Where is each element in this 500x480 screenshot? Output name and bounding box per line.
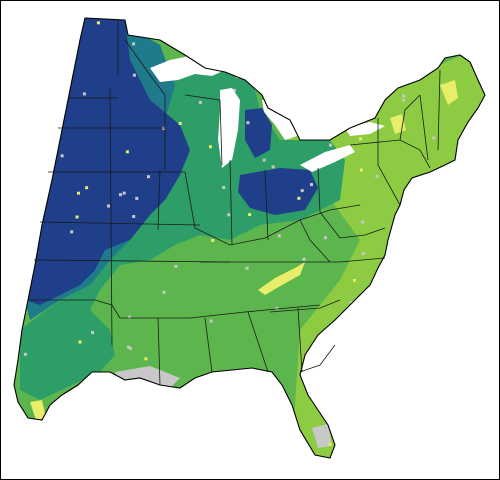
raster-speckle bbox=[178, 122, 182, 125]
border-vertical-west-2 bbox=[157, 95, 166, 231]
raster-speckle bbox=[162, 290, 166, 294]
raster-speckle bbox=[132, 215, 136, 218]
raster-speckle bbox=[232, 88, 236, 92]
raster-speckle bbox=[70, 230, 74, 234]
border-texas-oklahoma bbox=[30, 299, 121, 319]
raster-speckle bbox=[128, 346, 132, 350]
raster-speckle bbox=[222, 186, 226, 189]
raster-speckle bbox=[227, 213, 231, 217]
raster-speckle bbox=[275, 307, 279, 310]
border-appalachia bbox=[299, 211, 386, 263]
raster-speckle bbox=[211, 239, 215, 242]
raster-speckle bbox=[359, 168, 363, 172]
border-carolinas-ga bbox=[269, 299, 341, 373]
border-vertical-west-1 bbox=[109, 20, 119, 346]
raster-speckle bbox=[127, 345, 131, 349]
raster-speckle bbox=[359, 137, 363, 141]
raster-speckle bbox=[432, 136, 436, 140]
raster-speckle bbox=[277, 234, 281, 238]
raster-speckle bbox=[402, 94, 406, 98]
raster-speckle bbox=[198, 100, 202, 104]
raster-speckle bbox=[119, 193, 122, 197]
raster-speckle bbox=[132, 73, 136, 77]
raster-speckle bbox=[209, 319, 213, 323]
zone-low-texas bbox=[30, 400, 46, 420]
zone-low-maine bbox=[440, 80, 458, 105]
zone-very-high bbox=[25, 18, 190, 305]
border-horizontal-plains bbox=[33, 97, 231, 263]
zone-very-high-michigan bbox=[245, 108, 272, 158]
raster-speckle bbox=[310, 183, 313, 187]
raster-speckle bbox=[246, 121, 250, 125]
raster-speckle bbox=[248, 213, 252, 217]
raster-speckle bbox=[262, 158, 266, 162]
state-borders bbox=[30, 20, 441, 386]
raster-speckle bbox=[91, 331, 94, 335]
raster-speckle bbox=[349, 301, 353, 305]
raster-speckle bbox=[135, 196, 139, 200]
border-northeast bbox=[349, 69, 441, 206]
raster-speckle bbox=[328, 442, 332, 446]
raster-speckle bbox=[324, 236, 327, 240]
raster-speckle bbox=[401, 98, 405, 102]
raster-speckle bbox=[85, 186, 89, 190]
raster-speckle bbox=[77, 191, 80, 195]
raster-speckle bbox=[144, 357, 148, 361]
raster-speckle bbox=[375, 174, 379, 178]
raster-speckle bbox=[147, 175, 150, 179]
zone-no-data-gulf bbox=[115, 366, 180, 388]
raster-speckle bbox=[245, 266, 249, 270]
zone-no-data-florida bbox=[312, 424, 332, 448]
raster-speckle bbox=[329, 143, 333, 147]
raster-speckle bbox=[209, 145, 212, 149]
raster-speckle bbox=[75, 215, 79, 219]
raster-speckle bbox=[23, 352, 27, 356]
coastline-outline bbox=[13, 17, 486, 459]
border-tn-nc bbox=[200, 257, 386, 263]
raster-speckle bbox=[122, 191, 126, 195]
zone-low-tennessee bbox=[258, 262, 305, 295]
raster-speckle bbox=[361, 220, 365, 224]
zone-very-high-ohio bbox=[238, 168, 318, 215]
border-ohio-river bbox=[194, 204, 361, 246]
raster-speckle bbox=[297, 196, 301, 200]
raster-speckle bbox=[96, 21, 100, 25]
border-wisconsin-minnesota bbox=[124, 39, 223, 166]
raster-speckle bbox=[128, 315, 132, 319]
raster-speckle bbox=[174, 264, 178, 268]
raster-speckle bbox=[353, 278, 356, 282]
raster-speckle bbox=[271, 165, 275, 169]
raster-speckle bbox=[132, 42, 136, 46]
raster-speckle bbox=[361, 252, 365, 255]
raster-speckle bbox=[300, 189, 304, 193]
raster-speckle bbox=[302, 257, 306, 261]
raster-speckle bbox=[107, 204, 110, 208]
raster-speckle bbox=[60, 154, 64, 158]
raster-speckle bbox=[82, 92, 86, 96]
raster-speckle bbox=[125, 150, 129, 154]
border-south-central bbox=[120, 304, 321, 386]
border-midwest bbox=[184, 159, 321, 246]
raster-speckle bbox=[78, 340, 82, 344]
